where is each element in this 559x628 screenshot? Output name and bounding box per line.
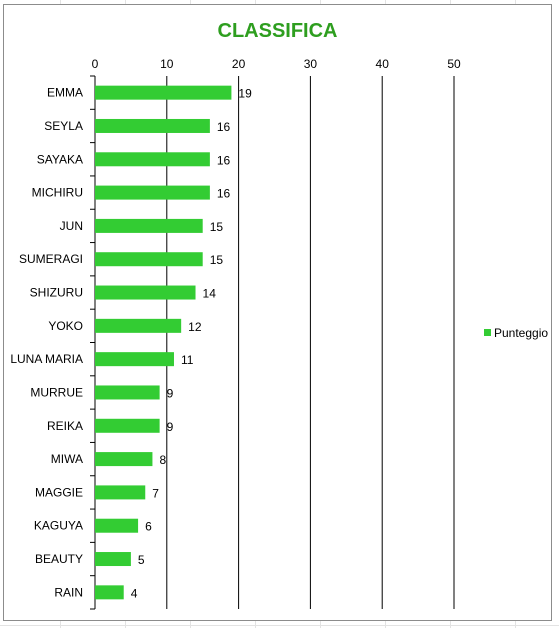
x-tick-label: 0: [92, 57, 99, 71]
bar: [95, 318, 182, 333]
x-tick-label: 30: [304, 57, 318, 71]
bar: [95, 152, 210, 167]
bar: [95, 485, 146, 500]
category-label: BEAUTY: [35, 552, 83, 566]
category-label: MAGGIE: [35, 485, 83, 499]
x-tick-label: 50: [447, 57, 461, 71]
category-label: SHIZURU: [30, 286, 83, 300]
category-label: SAYAKA: [37, 152, 83, 166]
x-tick-label: 20: [232, 57, 246, 71]
data-label: 16: [217, 120, 231, 134]
data-label: 7: [152, 486, 159, 500]
bar: [95, 218, 203, 233]
bar: [95, 352, 174, 367]
data-label: 15: [210, 253, 224, 267]
category-label: MURRUE: [30, 385, 83, 399]
data-label: 14: [203, 287, 217, 301]
category-label: KAGUYA: [34, 519, 83, 533]
chart-title: CLASSIFICA: [217, 20, 338, 42]
category-label: YOKO: [48, 319, 83, 333]
bar: [95, 452, 153, 467]
data-label: 6: [145, 520, 152, 534]
data-label: 8: [159, 453, 166, 467]
bar: [95, 518, 139, 533]
data-label: 16: [217, 187, 231, 201]
bar: [95, 118, 210, 133]
data-label: 9: [167, 420, 174, 434]
category-label: MICHIRU: [32, 186, 83, 200]
category-label: EMMA: [47, 86, 83, 100]
category-label: LUNA MARIA: [10, 352, 83, 366]
sheet-gridline: [0, 625, 559, 626]
bar-chart: 0 10 20 30 40 50 EMMA 19 SEYLA 16 SAYAKA 16 MICHIRU 1…: [10, 57, 548, 610]
category-label: JUN: [60, 219, 83, 233]
data-label: 12: [188, 320, 202, 334]
category-label: REIKA: [47, 419, 83, 433]
bar: [95, 552, 131, 567]
data-label: 9: [167, 386, 174, 400]
category-label: MIWA: [51, 452, 83, 466]
legend-label: Punteggio: [494, 326, 548, 340]
data-label: 16: [217, 153, 231, 167]
legend-swatch: [484, 329, 491, 336]
category-label: SUMERAGI: [19, 252, 83, 266]
bar: [95, 252, 203, 267]
bar: [95, 385, 160, 400]
data-label: 15: [210, 220, 224, 234]
x-tick-label: 40: [376, 57, 390, 71]
category-label: RAIN: [54, 585, 83, 599]
x-tick-label: 10: [160, 57, 174, 71]
bar: [95, 418, 160, 433]
bar: [95, 85, 232, 100]
data-label: 4: [131, 586, 138, 600]
bar: [95, 185, 210, 200]
data-label: 11: [181, 353, 194, 367]
category-label: SEYLA: [44, 119, 83, 133]
data-label: 5: [138, 553, 145, 567]
bar: [95, 585, 124, 600]
data-label: 19: [238, 87, 252, 101]
chart-area[interactable]: CLASSIFICA 0 10 20 30 40 50 EMMA 19 SEYLA 16 SAYAK…: [3, 4, 552, 621]
bar: [95, 285, 196, 300]
